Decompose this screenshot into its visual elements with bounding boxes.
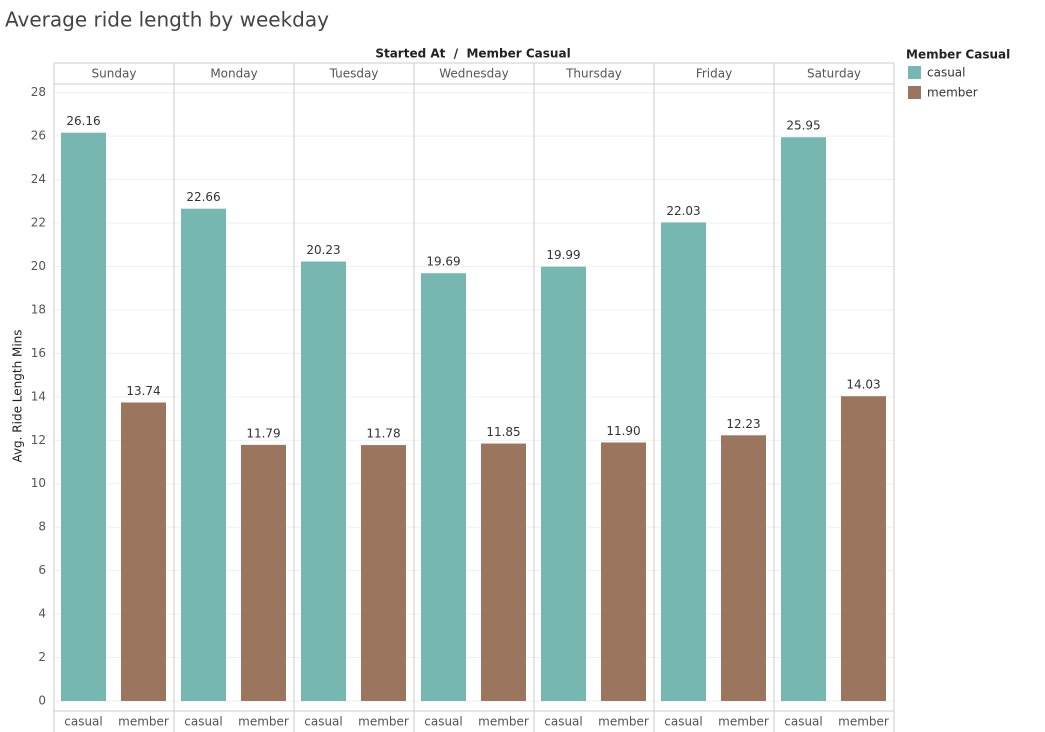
bar [781, 137, 826, 701]
x-tick-label: member [478, 715, 529, 729]
data-label: 19.69 [426, 255, 460, 269]
x-tick-label: casual [184, 715, 223, 729]
y-tick-label: 28 [31, 85, 46, 99]
bar [661, 222, 706, 701]
data-label: 22.03 [666, 204, 700, 218]
data-label: 11.78 [366, 427, 400, 441]
y-tick-label: 12 [31, 433, 46, 447]
data-label: 11.79 [246, 426, 280, 440]
bar [181, 208, 226, 701]
bar [61, 132, 106, 701]
data-label: 11.85 [486, 425, 520, 439]
y-tick-label: 0 [38, 694, 46, 708]
data-label: 26.16 [66, 114, 100, 128]
chart-title: Average ride length by weekday [5, 8, 329, 32]
data-label: 19.99 [546, 248, 580, 262]
y-tick-label: 4 [38, 607, 46, 621]
x-tick-label: casual [424, 715, 463, 729]
bar [481, 443, 526, 701]
column-header-label: Friday [696, 67, 732, 81]
column-header-label: Tuesday [329, 67, 379, 81]
y-tick-label: 24 [31, 172, 46, 186]
y-tick-label: 10 [31, 476, 46, 490]
x-tick-label: member [598, 715, 649, 729]
column-header-label: Saturday [807, 67, 861, 81]
data-label: 11.90 [606, 424, 640, 438]
bar [421, 273, 466, 701]
legend-title: Member Casual [906, 48, 1010, 62]
column-header-label: Monday [210, 67, 257, 81]
data-label: 20.23 [306, 243, 340, 257]
bar [841, 396, 886, 701]
column-header-label: Wednesday [439, 67, 508, 81]
x-tick-label: casual [304, 715, 343, 729]
data-label: 22.66 [186, 190, 220, 204]
x-tick-label: casual [664, 715, 703, 729]
data-label: 25.95 [786, 119, 820, 133]
legend-swatch [908, 86, 921, 99]
bar [601, 442, 646, 701]
column-header: Started At / Member Casual [375, 47, 570, 61]
data-label: 14.03 [846, 378, 880, 392]
legend-swatch [908, 66, 921, 79]
x-tick-label: casual [544, 715, 583, 729]
legend-label: casual [927, 66, 966, 80]
data-label: 13.74 [126, 384, 160, 398]
bar [241, 444, 286, 701]
column-header-label: Thursday [565, 67, 622, 81]
x-tick-label: casual [64, 715, 103, 729]
bar [361, 445, 406, 701]
data-label: 12.23 [726, 417, 760, 431]
bar [301, 261, 346, 701]
y-tick-label: 2 [38, 650, 46, 664]
x-tick-label: member [238, 715, 289, 729]
column-header-label: Sunday [92, 67, 137, 81]
y-tick-label: 18 [31, 302, 46, 316]
bar [541, 266, 586, 701]
y-tick-label: 16 [31, 346, 46, 360]
y-axis-label: Avg. Ride Length Mins [11, 329, 25, 462]
x-tick-label: member [718, 715, 769, 729]
x-tick-label: member [118, 715, 169, 729]
x-tick-label: member [358, 715, 409, 729]
y-tick-label: 6 [38, 563, 46, 577]
x-tick-label: casual [784, 715, 823, 729]
bar [121, 402, 166, 701]
y-tick-label: 8 [38, 520, 46, 534]
y-tick-label: 26 [31, 129, 46, 143]
x-tick-label: member [838, 715, 889, 729]
bar [721, 435, 766, 701]
legend-label: member [927, 86, 978, 100]
y-tick-label: 22 [31, 216, 46, 230]
y-tick-label: 14 [31, 389, 46, 403]
y-tick-label: 20 [31, 259, 46, 273]
